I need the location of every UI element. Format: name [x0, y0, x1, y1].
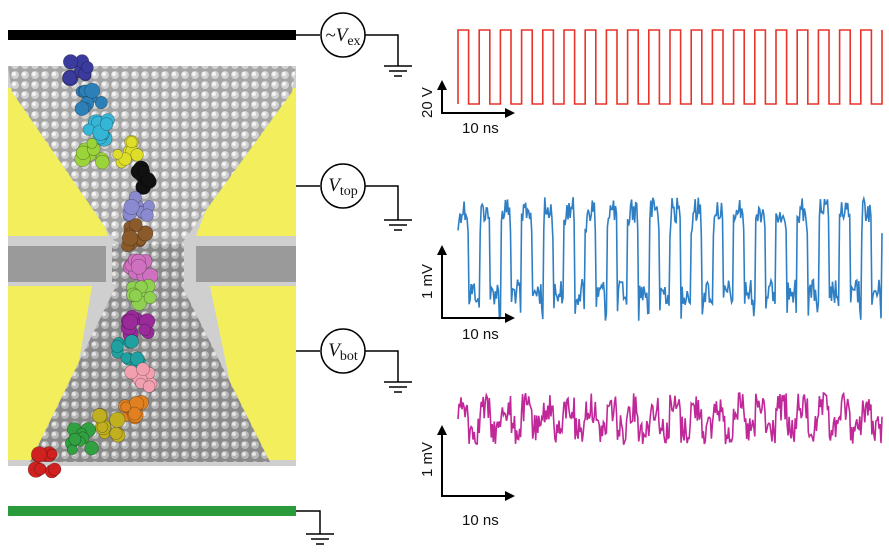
ground-symbol-icon [306, 533, 334, 545]
source-top-label: Vtop [328, 175, 358, 199]
source-ex-label: ~Vex [325, 25, 360, 49]
nanopore-cross-section [8, 30, 296, 516]
gold-layer-right-lower [210, 286, 296, 460]
scalebar-bottom-x-label: 10 ns [462, 512, 499, 529]
ground-symbol-icon [384, 219, 412, 231]
ground-symbol-icon [384, 65, 412, 77]
signal-traces: 20 V 10 ns 1 mV 10 ns 1 mV 10 ns [419, 29, 883, 529]
scalebar-bottom-y-label: 1 mV [419, 442, 436, 477]
scalebar-excitation-y-label: 20 V [419, 87, 436, 118]
gold-layer-right [196, 88, 296, 236]
scalebar-top: 1 mV 10 ns [419, 245, 515, 343]
excitation-trace [457, 29, 883, 105]
scalebar-excitation: 20 V 10 ns [419, 80, 515, 137]
bottom-response-trace [457, 391, 883, 445]
middle-membrane-right [196, 246, 296, 282]
gold-layer-left-lower [8, 286, 92, 460]
source-bot-label: Vbot [328, 340, 358, 364]
scalebar-top-x-label: 10 ns [462, 326, 499, 343]
gold-layer-left [8, 88, 108, 236]
middle-membrane-left [8, 246, 106, 282]
bottom-electrode [8, 506, 296, 516]
ground-symbol-icon [384, 381, 412, 393]
top-electrode [8, 30, 296, 40]
scalebar-top-y-label: 1 mV [419, 264, 436, 299]
voltage-sources: ~Vex Vtop Vbot [296, 12, 412, 545]
ssdna-strand-icon [27, 54, 159, 479]
scalebar-excitation-x-label: 10 ns [462, 120, 499, 137]
top-response-trace [457, 195, 883, 321]
scalebar-bottom: 1 mV 10 ns [419, 425, 515, 529]
